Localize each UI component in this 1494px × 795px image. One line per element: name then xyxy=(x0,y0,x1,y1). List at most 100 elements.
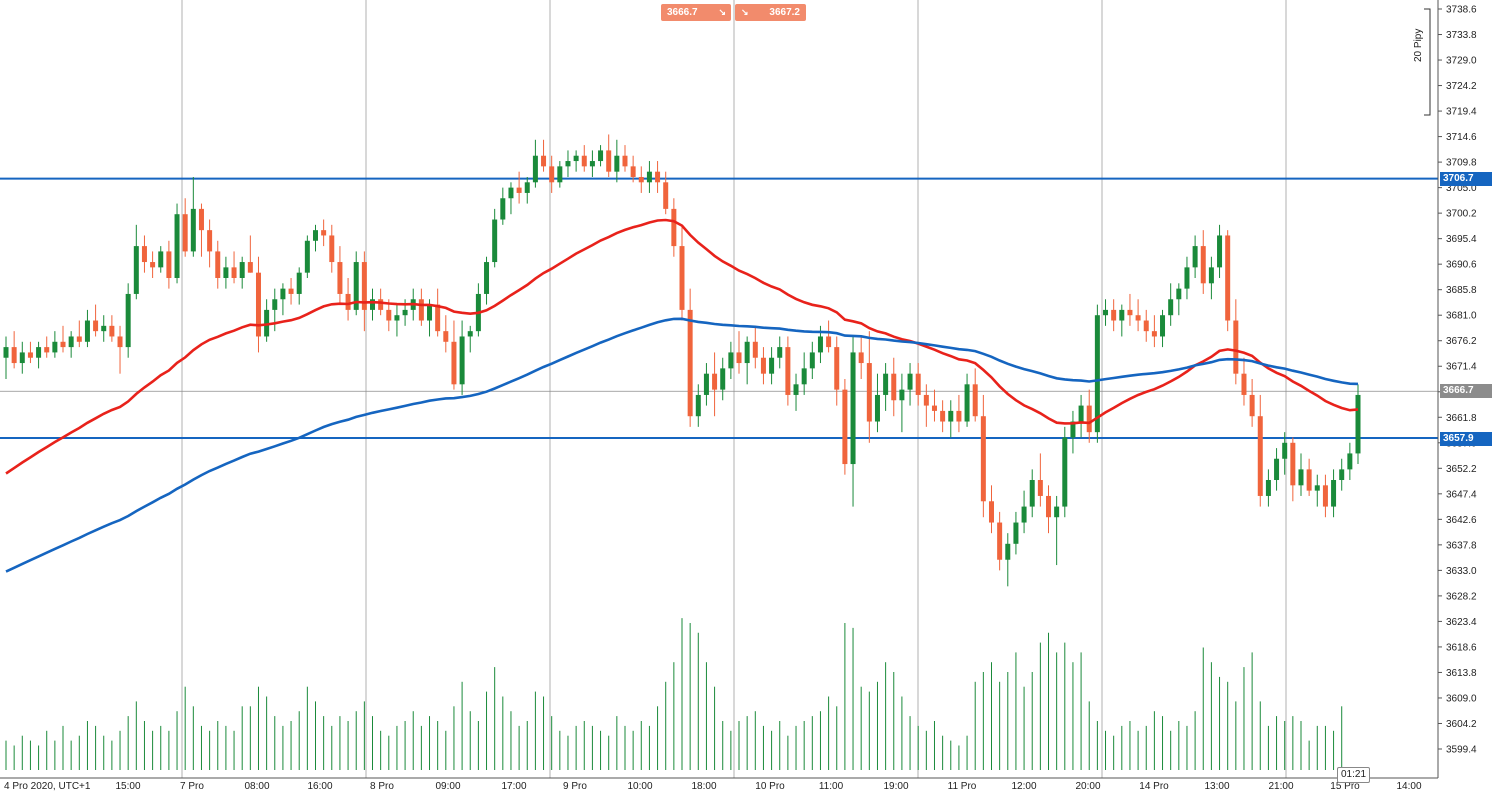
candle-body xyxy=(1314,485,1320,491)
candle-body xyxy=(997,522,1003,560)
candle-body xyxy=(150,262,156,268)
candle xyxy=(1029,469,1035,518)
candle-body xyxy=(573,155,579,162)
time-tick-label: 08:00 xyxy=(244,781,269,792)
candle-body xyxy=(500,198,506,220)
candle xyxy=(1306,458,1312,496)
candle xyxy=(1135,299,1141,332)
time-tick-label: 13:00 xyxy=(1204,781,1229,792)
candle-body xyxy=(817,336,823,353)
candle-body xyxy=(1094,315,1100,433)
time-axis[interactable]: 4 Pro 2020, UTC+1 15:00 7 Pro 08:00 16:00 8 P… xyxy=(0,777,1438,792)
candle-body xyxy=(769,357,775,374)
candle-body xyxy=(565,161,571,167)
candle-body xyxy=(785,347,791,395)
ask-price-tag[interactable]: ↘ 3667.2 xyxy=(735,4,806,21)
candle xyxy=(1046,485,1052,534)
candle xyxy=(174,203,180,284)
candle-body xyxy=(19,352,25,364)
candle-body xyxy=(264,309,270,337)
candle xyxy=(1249,379,1255,427)
candle xyxy=(296,267,302,305)
candle xyxy=(370,288,376,321)
candle-body xyxy=(1322,485,1328,507)
candle xyxy=(842,379,848,475)
candle xyxy=(288,277,294,305)
candle xyxy=(451,320,457,390)
candle-body xyxy=(337,262,343,294)
candle xyxy=(638,166,644,193)
candle-body xyxy=(598,150,604,162)
candle-body xyxy=(1298,469,1304,486)
candle xyxy=(809,341,815,379)
time-tick-label: 8 Pro xyxy=(370,781,394,792)
candle xyxy=(1217,224,1223,278)
price-tick-label: 3714.6 xyxy=(1446,132,1477,143)
candle-body xyxy=(1306,469,1312,491)
candle xyxy=(606,134,612,177)
candle-body xyxy=(703,373,709,395)
candle-body xyxy=(231,267,237,278)
candle xyxy=(1225,230,1231,332)
candle-body xyxy=(1176,288,1182,300)
candle xyxy=(736,331,742,374)
candle xyxy=(345,277,351,321)
candle xyxy=(27,341,33,364)
candle xyxy=(752,325,758,369)
candle-body xyxy=(883,373,889,395)
price-tick-label: 3705.0 xyxy=(1446,183,1477,194)
price-axis[interactable]: 3738.6 3733.8 3729.0 3724.2 3719.4 3714.6 3709… xyxy=(1424,0,1477,778)
candle xyxy=(1151,315,1157,348)
candle xyxy=(1200,230,1206,294)
candle xyxy=(1233,299,1239,385)
candle xyxy=(68,331,74,358)
candle-body xyxy=(1257,416,1263,496)
candle-body xyxy=(60,341,66,348)
candle xyxy=(60,325,66,353)
candle xyxy=(1013,511,1019,555)
bid-price-tag[interactable]: 3666.7 ↘ xyxy=(661,4,731,21)
candle-body xyxy=(84,320,90,342)
candle-body xyxy=(874,394,880,422)
candle xyxy=(443,315,449,353)
candle-body xyxy=(353,262,359,310)
price-tick-label: 3695.4 xyxy=(1446,234,1477,245)
fast-moving-average-line xyxy=(5,218,1359,475)
lower-level-label[interactable]: 3657.9 xyxy=(1440,432,1492,446)
current-price-label: 3666.7 xyxy=(1440,384,1492,398)
candle xyxy=(826,320,832,353)
candle-body xyxy=(1111,309,1117,321)
candle xyxy=(728,341,734,379)
candle xyxy=(1339,458,1345,491)
price-tick-label: 3661.8 xyxy=(1446,413,1477,424)
candle xyxy=(581,145,587,172)
candle-body xyxy=(215,251,221,278)
candle-body xyxy=(866,363,872,422)
candle xyxy=(760,347,766,385)
candle-body xyxy=(1217,235,1223,268)
candle-body xyxy=(589,161,595,167)
candle-body xyxy=(1070,421,1076,438)
candle xyxy=(532,139,538,188)
candle xyxy=(1094,304,1100,443)
candle xyxy=(109,315,115,342)
candle-body xyxy=(312,230,318,241)
candle-body xyxy=(1046,495,1052,518)
candle-body xyxy=(801,368,807,385)
candle xyxy=(1176,283,1182,316)
price-tick-label: 3681.0 xyxy=(1446,311,1477,322)
candle xyxy=(207,219,213,268)
candle-body xyxy=(427,304,433,321)
price-tick-label: 3685.8 xyxy=(1446,285,1477,296)
candle xyxy=(988,485,994,534)
candle xyxy=(980,394,986,518)
candle-body xyxy=(141,246,147,263)
candle-body xyxy=(1339,469,1345,481)
candle-body xyxy=(907,373,913,390)
candle-body xyxy=(508,187,514,199)
candle xyxy=(182,198,188,257)
candle-body xyxy=(646,171,652,183)
candle xyxy=(1103,299,1109,326)
upper-level-label[interactable]: 3706.7 xyxy=(1440,172,1492,186)
